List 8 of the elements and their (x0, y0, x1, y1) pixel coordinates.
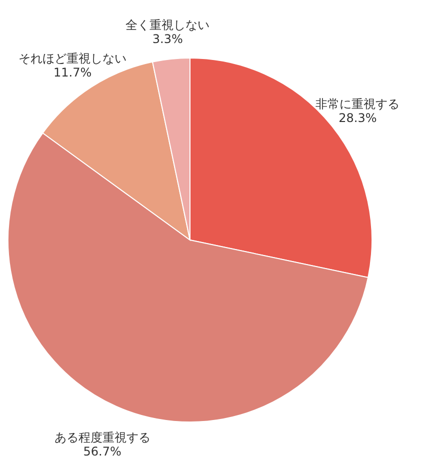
data-label: 28.3% (338, 110, 377, 125)
slice-label: 全く重視しない (126, 18, 210, 32)
slice-label: ある程度重視する (54, 430, 150, 444)
data-label: 11.7% (53, 66, 92, 80)
slice-label: 非常に重視する (316, 96, 400, 111)
data-label: 3.3% (152, 32, 183, 46)
slice-label: それほど重視しない (18, 52, 127, 66)
data-label: 56.7% (83, 444, 122, 458)
